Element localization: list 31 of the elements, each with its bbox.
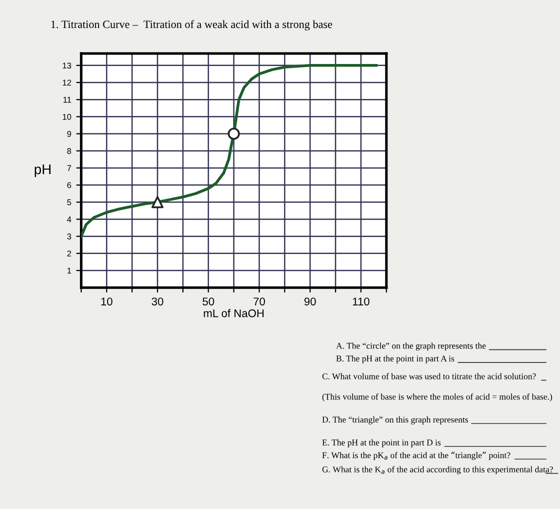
y-tick-label: 6 xyxy=(67,182,72,188)
y-tick-label: 4 xyxy=(67,216,72,222)
y-tick-label: 8 xyxy=(67,148,72,154)
y-tick-label: 10 xyxy=(62,114,72,120)
text: G. What is the K$_{a}$ of the acid according to this experimental data? xyxy=(322,466,553,474)
text: F. What is the pK$_{a}$ of the acid at the “triangle” point? xyxy=(322,452,510,460)
x-tick-label: 30 xyxy=(152,298,164,306)
y-tick-label: 11 xyxy=(63,96,72,103)
x-tick-label: 10 xyxy=(101,298,112,306)
y-tick-label: 9 xyxy=(67,130,72,137)
text: B. The pH at the point in part A is xyxy=(336,355,454,364)
y-tick-label: 5 xyxy=(67,199,72,206)
x-axis-title: mL of NaOH xyxy=(204,309,264,318)
x-tick-label: 110 xyxy=(352,298,370,306)
line-series xyxy=(81,64,378,238)
y-tick-label: 13 xyxy=(62,62,72,69)
text: C. What volume of base was used to titrate the acid solution? xyxy=(322,373,536,380)
y-axis-title: pH xyxy=(34,164,51,177)
y-tick-label: 2 xyxy=(67,250,72,256)
x-tick-label: 70 xyxy=(254,298,265,306)
chart-title: 1. Titration Curve – Titration of a weak acid with a strong base xyxy=(51,20,332,30)
text: A. The “circle” on the graph represents the xyxy=(336,342,486,351)
text: E. The pH at the point in part D is xyxy=(322,439,441,448)
x-tick-label: 50 xyxy=(202,298,214,306)
y-tick-label: 3 xyxy=(67,234,72,240)
y-tick-label: 1 xyxy=(67,268,72,274)
x-tick-label: 90 xyxy=(304,298,316,306)
text: D. The “triangle” on this graph represents xyxy=(322,416,468,424)
y-tick-label: 12 xyxy=(62,80,72,86)
y-tick-label: 7 xyxy=(67,165,72,171)
text: (This volume of base is where the moles of acid = moles of base.) xyxy=(322,393,552,402)
